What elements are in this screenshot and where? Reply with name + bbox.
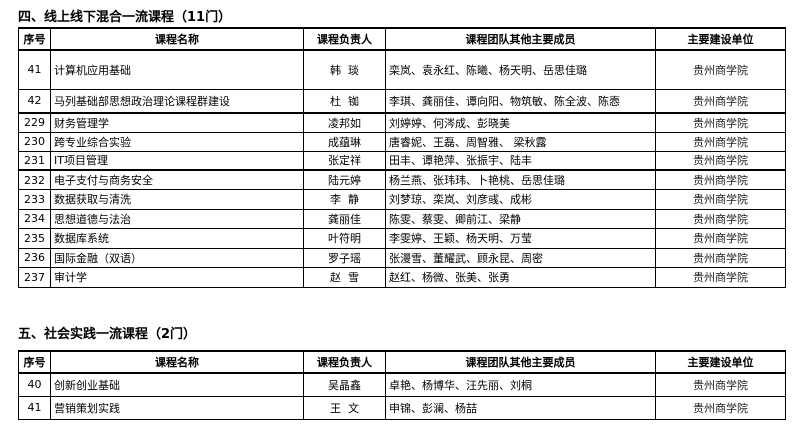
table-cell: 贵州商学院 (655, 150, 786, 171)
table-cell: 贵州商学院 (655, 228, 786, 249)
table-cell: 刘梦琼、栾岚、刘彦彧、成彬 (385, 189, 656, 210)
table-cell: 计算机应用基础 (50, 49, 304, 90)
table-cell: 叶符明 (303, 228, 386, 249)
table-cell: 李 静 (303, 189, 386, 210)
table-row: 229 财务管理学 凌邦如 刘婷婷、何涔成、彭晓美 贵州商学院 (18, 112, 786, 133)
table-cell: 237 (18, 267, 51, 288)
table-cell: 236 (18, 247, 51, 268)
header-cell: 课程名称 (50, 350, 304, 374)
table-cell: 230 (18, 131, 51, 152)
header-cell: 序号 (18, 350, 51, 374)
table-cell: 贵州商学院 (655, 395, 786, 420)
table-row: 41 计算机应用基础韩 琰栾岚、袁永红、陈曦、杨天明、岳思佳璐 贵州商学院 (18, 49, 786, 90)
table-cell: 数据库系统 (50, 228, 304, 249)
table-cell: 申锦、彭澜、杨喆 (385, 395, 656, 420)
table-cell: 贵州商学院 (655, 189, 786, 210)
table-cell: 杜 铷 (303, 88, 386, 114)
table-cell: 贵州商学院 (655, 112, 786, 133)
table-row: 40 创新创业基础 吴晶鑫 卓艳、杨博华、汪先丽、刘桐 贵州商学院 (18, 372, 786, 397)
table-row: 237 审计学赵 雪赵红、杨微、张美、张勇 贵州商学院 (18, 267, 786, 288)
header-cell: 课程团队其他主要成员 (385, 350, 656, 374)
table-cell: 数据获取与清洗 (50, 189, 304, 210)
table-row: 41 营销策划实践王 文申锦、彭澜、杨喆 贵州商学院 (18, 395, 786, 420)
header-cell: 课程负责人 (303, 27, 386, 51)
table-cell: 贵州商学院 (655, 372, 786, 397)
table-cell: 罗子瑶 (303, 247, 386, 268)
table-cell: 233 (18, 189, 51, 210)
table-row: 233 数据获取与清洗李 静刘梦琼、栾岚、刘彦彧、成彬 贵州商学院 (18, 189, 786, 210)
table-cell: 42 (18, 88, 51, 114)
table-cell: 陈雯、蔡雯、卿前江、梁静 (385, 208, 656, 229)
table-row: 232 电子支付与商务安全 陆元婷 杨兰燕、张玮玮、卜艳桃、岳思佳璐 贵州商学院 (18, 169, 786, 190)
table-cell: 电子支付与商务安全 (50, 169, 304, 190)
table-cell: 陆元婷 (303, 169, 386, 190)
table-cell: 田丰、谭艳萍、张振宇、陆丰 (385, 150, 656, 171)
table-row: 235 数据库系统 叶符明 李雯婷、王颖、杨天明、万莹 贵州商学院 (18, 228, 786, 249)
table-cell: 韩 琰 (303, 49, 386, 90)
table-cell: 232 (18, 169, 51, 190)
table-cell: 张定祥 (303, 150, 386, 171)
table-cell: 栾岚、袁永红、陈曦、杨天明、岳思佳璐 (385, 49, 656, 90)
table-cell: 235 (18, 228, 51, 249)
table-row: 230 跨专业综合实验 成蕴琳 唐睿妮、王磊、周智雅、 梁秋露 贵州商学院 (18, 131, 786, 152)
header-cell: 课程负责人 (303, 350, 386, 374)
table-cell: 思想道德与法治 (50, 208, 304, 229)
table-cell: 贵州商学院 (655, 88, 786, 114)
table-cell: 凌邦如 (303, 112, 386, 133)
table-cell: IT项目管理 (50, 150, 304, 171)
table-cell: 231 (18, 150, 51, 171)
table-cell: 贵州商学院 (655, 267, 786, 288)
table-cell: 跨专业综合实验 (50, 131, 304, 152)
table-row: 42 马列基础部思想政治理论课程群建设杜 铷李琪、龚丽佳、谭向阳、物筑敏、陈全波、… (18, 88, 786, 114)
section-title: 四、线上线下混合一流课程（11门） (18, 10, 232, 25)
table-cell: 贵州商学院 (655, 131, 786, 152)
table-cell: 张漫雪、董耀武、顾永昆、周密 (385, 247, 656, 268)
header-cell: 课程团队其他主要成员 (385, 27, 656, 51)
table-cell: 王 文 (303, 395, 386, 420)
table-cell: 贵州商学院 (655, 208, 786, 229)
table-cell: 贵州商学院 (655, 247, 786, 268)
course-table: 序号 课程名称 课程负责人 课程团队其他主要成员 主要建设单位 40 创新创业基础 吴晶鑫 卓艳… (18, 350, 786, 420)
header-cell: 序号 (18, 27, 51, 51)
table-cell: 赵红、杨微、张美、张勇 (385, 267, 656, 288)
table-row: 231 IT项目管理 张定祥 田丰、谭艳萍、张振宇、陆丰 贵州商学院 (18, 150, 786, 171)
table-cell: 创新创业基础 (50, 372, 304, 397)
table-cell: 财务管理学 (50, 112, 304, 133)
table-cell: 李琪、龚丽佳、谭向阳、物筑敏、陈全波、陈悫 (385, 88, 656, 114)
table-row: 234 思想道德与法治 龚丽佳 陈雯、蔡雯、卿前江、梁静 贵州商学院 (18, 208, 786, 229)
table-cell: 营销策划实践 (50, 395, 304, 420)
header-row: 序号 课程名称 课程负责人 课程团队其他主要成员 主要建设单位 (18, 350, 786, 374)
table-cell: 赵 雪 (303, 267, 386, 288)
table-cell: 龚丽佳 (303, 208, 386, 229)
table-cell: 229 (18, 112, 51, 133)
table-cell: 杨兰燕、张玮玮、卜艳桃、岳思佳璐 (385, 169, 656, 190)
table-cell: 审计学 (50, 267, 304, 288)
table-cell: 40 (18, 372, 51, 397)
table-cell: 吴晶鑫 (303, 372, 386, 397)
table-cell: 卓艳、杨博华、汪先丽、刘桐 (385, 372, 656, 397)
table-cell: 马列基础部思想政治理论课程群建设 (50, 88, 304, 114)
course-table: 序号 课程名称 课程负责人 课程团队其他主要成员 主要建设单位 41 计算机应用基础韩 琰栾… (18, 27, 786, 288)
table-cell: 贵州商学院 (655, 49, 786, 90)
header-cell: 课程名称 (50, 27, 304, 51)
section-title: 五、社会实践一流课程（2门） (18, 327, 197, 342)
table-row: 236 国际金融（双语） 罗子瑶 张漫雪、董耀武、顾永昆、周密 贵州商学院 (18, 247, 786, 268)
header-cell: 主要建设单位 (655, 350, 786, 374)
table-cell: 成蕴琳 (303, 131, 386, 152)
header-cell: 主要建设单位 (655, 27, 786, 51)
table-cell: 国际金融（双语） (50, 247, 304, 268)
table-cell: 李雯婷、王颖、杨天明、万莹 (385, 228, 656, 249)
table-cell: 贵州商学院 (655, 169, 786, 190)
table-cell: 41 (18, 395, 51, 420)
table-cell: 41 (18, 49, 51, 90)
table-cell: 234 (18, 208, 51, 229)
header-row: 序号 课程名称 课程负责人 课程团队其他主要成员 主要建设单位 (18, 27, 786, 51)
table-cell: 唐睿妮、王磊、周智雅、 梁秋露 (385, 131, 656, 152)
table-cell: 刘婷婷、何涔成、彭晓美 (385, 112, 656, 133)
